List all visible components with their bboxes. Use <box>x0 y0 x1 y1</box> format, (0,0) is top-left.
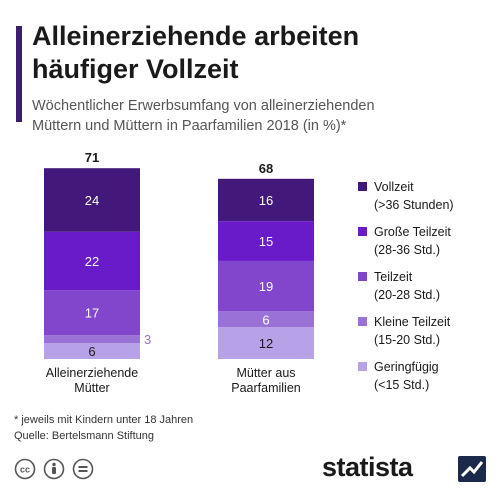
footnote-text: * jeweils mit Kindern unter 18 Jahren <box>14 414 194 426</box>
bar-value-label: 17 <box>85 306 99 321</box>
legend-label-line: Kleine Teilzeit <box>374 315 451 329</box>
legend-swatch <box>358 272 367 281</box>
no-derivatives-icon[interactable] <box>72 458 94 480</box>
chart-subtitle: Wöchentlicher Erwerbsumfang von alleiner… <box>32 96 482 136</box>
bar-segment <box>44 343 140 359</box>
legend-label-line: Vollzeit <box>374 180 414 194</box>
license-icons: cc <box>14 458 98 485</box>
bar-value-label: 15 <box>259 234 273 249</box>
cc-icon[interactable]: cc <box>14 458 36 480</box>
legend-swatch <box>358 362 367 371</box>
chart-title-line-1: Alleinerziehende arbeiten <box>32 21 360 51</box>
legend-label-line: Geringfügig <box>374 360 439 374</box>
bar-total-label: 71 <box>85 150 99 165</box>
bar-segment <box>44 335 140 344</box>
category-label: Mütter aus <box>236 366 295 380</box>
legend-label-line: (15-20 Std.) <box>374 333 441 347</box>
category-label: Alleinerziehende <box>46 366 138 380</box>
statista-logo-text[interactable]: statista <box>322 452 413 482</box>
bar-segment <box>44 168 140 232</box>
bar-value-label: 6 <box>88 344 95 359</box>
bar-value-label: 24 <box>85 193 99 208</box>
legend-label-line: (>36 Stunden) <box>374 198 454 212</box>
chart-subtitle-line-1: Wöchentlicher Erwerbsumfang von alleiner… <box>32 98 375 114</box>
legend-swatch <box>358 182 367 191</box>
legend-label: Vollzeit (>36 Stunden) <box>374 178 454 214</box>
legend-label-line: Teilzeit <box>374 270 413 284</box>
bar-value-label: 6 <box>262 312 269 327</box>
legend-swatch <box>358 317 367 326</box>
chart-subtitle-line-2: Müttern und Müttern in Paarfamilien 2018… <box>32 118 347 134</box>
legend-label-line: Große Teilzeit <box>374 225 451 239</box>
legend-label: Kleine Teilzeit (15-20 Std.) <box>374 313 450 349</box>
bar-segment <box>218 221 314 261</box>
statista-logo-icon[interactable] <box>458 456 486 482</box>
attribution-icon[interactable] <box>43 458 65 480</box>
legend-label-line: (<15 Std.) <box>374 378 430 392</box>
bar-value-label: 16 <box>259 193 273 208</box>
legend-label: Teilzeit (20-28 Std.) <box>374 268 440 304</box>
category-label: Paarfamilien <box>231 381 301 395</box>
legend-label-line: (28-36 Std.) <box>374 243 441 257</box>
legend-label: Große Teilzeit (28-36 Std.) <box>374 223 451 259</box>
svg-text:cc: cc <box>20 465 30 475</box>
bar-value-label: 3 <box>144 332 151 347</box>
chart-title-line-2: häufiger Vollzeit <box>32 54 239 84</box>
category-label: Mütter <box>74 381 109 395</box>
legend-swatch <box>358 227 367 236</box>
bar-segment <box>44 231 140 291</box>
bar-segment <box>218 327 314 359</box>
bar-value-label: 19 <box>259 279 273 294</box>
bar-total-label: 68 <box>259 161 273 176</box>
bar-segment <box>218 178 314 222</box>
source-text: Quelle: Bertelsmann Stiftung <box>14 430 155 442</box>
bar-segment <box>218 260 314 312</box>
bar-value-label: 12 <box>259 336 273 351</box>
legend-label: Geringfügig (<15 Std.) <box>374 358 439 394</box>
legend-label-line: (20-28 Std.) <box>374 288 441 302</box>
bar-segment <box>218 311 314 328</box>
footnote-block: * jeweils mit Kindern unter 18 Jahren Qu… <box>14 412 193 444</box>
bar-value-label: 22 <box>85 254 99 269</box>
title-accent-bar <box>16 26 22 122</box>
bar-segment <box>44 290 140 336</box>
chart-title: Alleinerziehende arbeiten häufiger Vollz… <box>32 20 482 86</box>
